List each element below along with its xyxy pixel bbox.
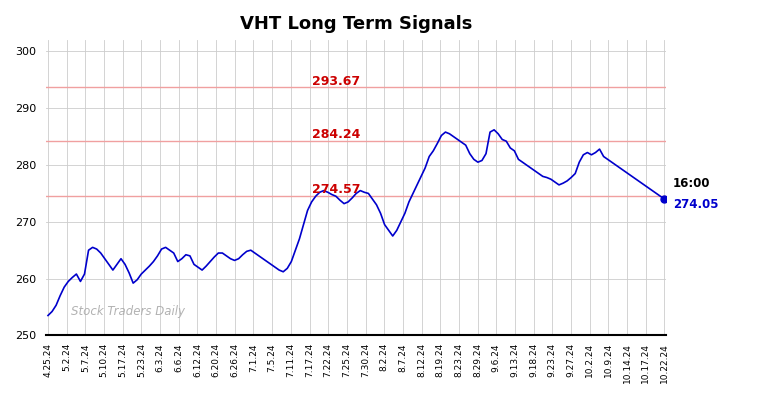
Text: 16:00: 16:00 xyxy=(673,177,710,190)
Text: 293.67: 293.67 xyxy=(311,74,360,88)
Text: 274.05: 274.05 xyxy=(673,198,718,211)
Title: VHT Long Term Signals: VHT Long Term Signals xyxy=(240,15,473,33)
Text: 284.24: 284.24 xyxy=(311,128,360,141)
Text: 274.57: 274.57 xyxy=(311,183,360,196)
Text: Stock Traders Daily: Stock Traders Daily xyxy=(71,304,185,318)
